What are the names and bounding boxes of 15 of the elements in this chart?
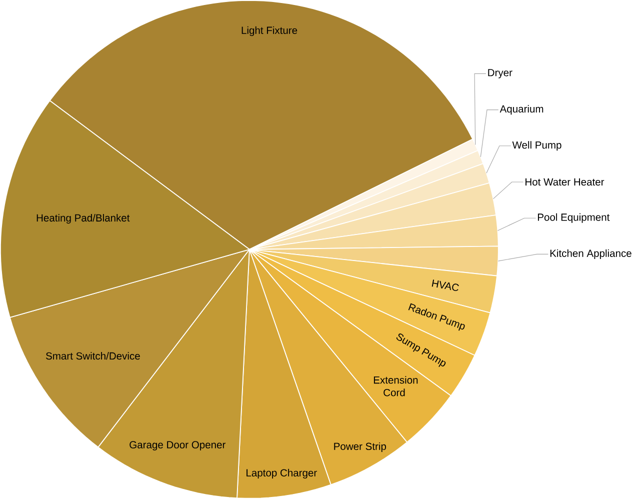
slice-label: Well Pump: [512, 141, 562, 151]
slice-label: Laptop Charger: [246, 469, 317, 479]
slice-label: Radon Pump: [408, 303, 465, 331]
slice-label: Smart Switch/Device: [46, 352, 140, 360]
slice-label: Heating Pad/Blanket: [36, 214, 130, 224]
slice-label: Aquarium: [500, 105, 544, 115]
slice-label: Kitchen Appliance: [550, 249, 632, 260]
slice-label: Garage Door Opener: [130, 441, 226, 451]
slice-label: Power Strip: [334, 442, 386, 452]
slice-label: Light Fixture: [242, 26, 298, 36]
slice-label: Pool Equipment: [538, 213, 610, 223]
slice-label: Extension Cord: [374, 376, 418, 396]
slice-label: Hot Water Heater: [526, 178, 604, 186]
slice-label: Dryer: [488, 69, 512, 78]
slice-label: HVAC: [432, 280, 459, 292]
